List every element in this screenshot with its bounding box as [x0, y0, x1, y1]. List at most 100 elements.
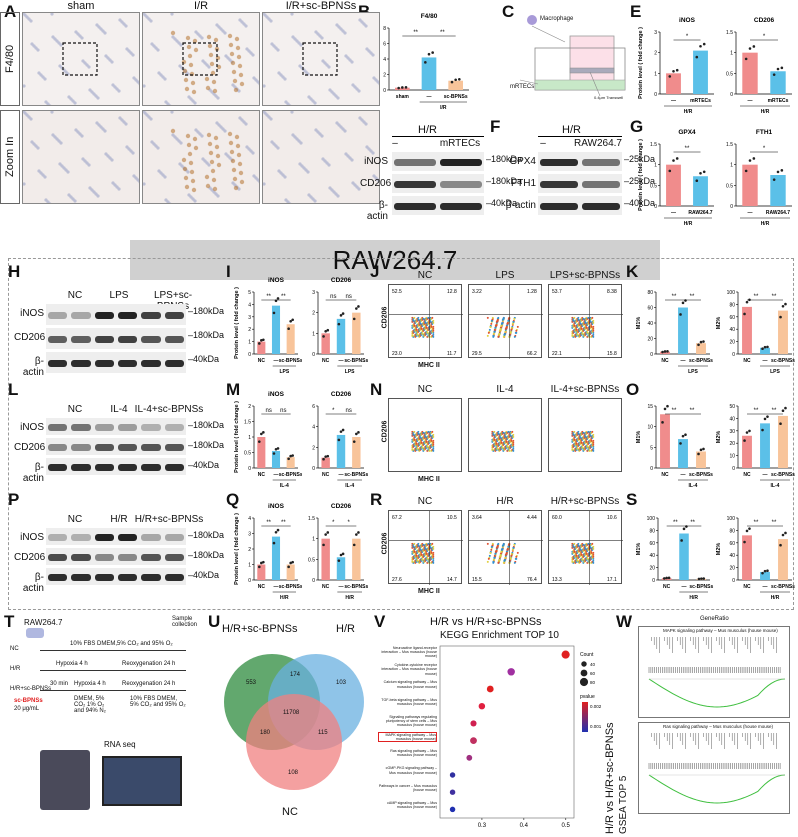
y-tick-label: 20 — [729, 441, 735, 447]
data-point — [272, 311, 276, 315]
venn-count-6: 115 — [318, 730, 328, 736]
quadrant-value: 4.44 — [527, 515, 537, 521]
data-point — [661, 350, 664, 354]
venn-count-4: 11708 — [283, 710, 300, 716]
kegg-term: Calcium signaling pathway – Mus musculus… — [383, 680, 437, 689]
molecular-weight-label: –180kDa — [188, 420, 225, 430]
significance-mark: * — [332, 520, 335, 526]
x-tick-label: — — [671, 210, 676, 216]
data-point — [341, 312, 345, 315]
data-point — [776, 170, 780, 174]
y-tick-label: 40 — [649, 553, 655, 559]
panel-label-l: L — [8, 380, 19, 399]
bar-2 — [448, 80, 463, 90]
bar-chart-o-m2: 0 10 20 30 40 50 M2% NC — sc-BPNSs IL-4 ** ** — [716, 404, 795, 489]
legend-p-value: 0.002 — [590, 704, 602, 709]
blot-row-label: iNOS — [20, 422, 44, 433]
blot-band — [48, 573, 68, 581]
macrophage-icon — [527, 15, 537, 25]
data-point — [682, 527, 686, 531]
t-row-line — [40, 650, 186, 651]
blot-band — [164, 443, 184, 451]
y-tick-label: 1 — [654, 163, 657, 169]
x-tick-label: NC — [322, 472, 330, 478]
panel-label-f: F — [490, 117, 501, 136]
significance-mark: ** — [772, 520, 777, 526]
data-point — [352, 543, 356, 547]
y-tick-label: 0 — [312, 466, 315, 472]
y-tick-label: 15 — [647, 404, 653, 410]
bar-0 — [257, 564, 266, 580]
blot-row-label: β-actin — [22, 572, 44, 594]
bar-1 — [760, 423, 770, 468]
t-hypoxia: Hypoxia 4 h — [56, 661, 88, 667]
x-tick-label: sc-BPNSs — [344, 358, 368, 364]
blot-strip — [538, 196, 622, 215]
y-tick-label: 0 — [312, 578, 315, 584]
data-point — [672, 69, 675, 73]
quadrant-value: 10.6 — [607, 515, 617, 521]
y-tick-label: 2 — [312, 311, 315, 317]
significance-mark: ** — [772, 294, 777, 300]
y-tick-label: 2 — [248, 327, 251, 333]
y-tick-label: 40 — [729, 553, 735, 559]
y-tick-label: 1 — [248, 435, 251, 441]
data-point — [781, 304, 785, 308]
data-point — [357, 531, 360, 534]
x-tick-label: — — [427, 94, 432, 100]
blot-strip — [46, 304, 186, 325]
blot-band — [164, 463, 184, 471]
kegg-term: cGMP-PKG signaling pathway – Mus musculu… — [385, 766, 437, 775]
data-point — [752, 45, 756, 48]
flow-y-axis-label: CD206 — [381, 420, 389, 443]
data-point — [357, 305, 360, 308]
blot-band — [582, 158, 620, 166]
data-point — [772, 178, 776, 181]
x-tick-label: — — [671, 98, 676, 104]
blot-band — [94, 463, 114, 471]
t-reo-cond: 10% FBS DMEM, 5% CO₂ and 95% O₂ — [130, 696, 186, 708]
x-tick-label: sc-BPNSs — [689, 358, 713, 364]
venn-label-nc: NC — [282, 806, 298, 818]
significance-mark: ** — [690, 294, 695, 300]
data-point — [697, 577, 701, 581]
bar-0 — [321, 538, 330, 580]
quadrant-value: 22.1 — [552, 351, 562, 357]
significance-mark: ns — [345, 408, 351, 414]
blot-band — [164, 553, 184, 561]
bar-0 — [742, 164, 758, 206]
quadrant-value: 27.6 — [392, 577, 402, 583]
molecular-weight-label: –25kDa — [624, 176, 656, 186]
panel-label-p: P — [8, 490, 20, 509]
y-axis-label: Protein level ( fold change ) — [234, 401, 240, 473]
y-tick-label: 60 — [729, 541, 735, 547]
data-point — [324, 533, 327, 536]
chart-title: CD206 — [754, 17, 775, 24]
x-tick-label: NC — [663, 584, 671, 590]
x-tick-label: 0.5 — [561, 823, 570, 829]
bar-chart-e-cd206: 0 0.5 1 1.5 CD206 — mRTECs H/R * — [726, 17, 792, 115]
t-cell-label: RAW264.7 — [24, 618, 63, 627]
bar-chart-i-inos: 0 1 2 3 4 5 iNOS Protein level ( fold change ) N… — [234, 277, 303, 375]
data-point — [276, 447, 280, 450]
data-point — [291, 560, 294, 564]
x-tick-label: sc-BPNSs — [771, 584, 795, 590]
y-tick-label: 8 — [383, 26, 386, 32]
venn-diagram — [224, 654, 364, 790]
y-tick-label: 20 — [647, 337, 653, 343]
y-axis-label: M2% — [716, 543, 722, 556]
data-point — [697, 343, 700, 347]
data-point — [702, 447, 705, 451]
blot-band — [71, 533, 91, 541]
significance-mark: ** — [772, 408, 777, 414]
blot-column-label: mRTECs — [439, 138, 481, 149]
t-hyp-cond: DMEM, 5% CO₂ 1% O₂ and 94% N₂ — [74, 696, 107, 714]
chart-title: F4/80 — [421, 13, 438, 20]
blot-band — [48, 533, 68, 541]
legend-count-value: 40 — [590, 662, 596, 667]
panel-label-q: Q — [226, 490, 240, 509]
x-tick-label: NC — [322, 584, 330, 590]
t-row-line — [40, 690, 186, 691]
data-point — [748, 527, 751, 530]
y-tick-label: 1.5 — [308, 516, 315, 522]
